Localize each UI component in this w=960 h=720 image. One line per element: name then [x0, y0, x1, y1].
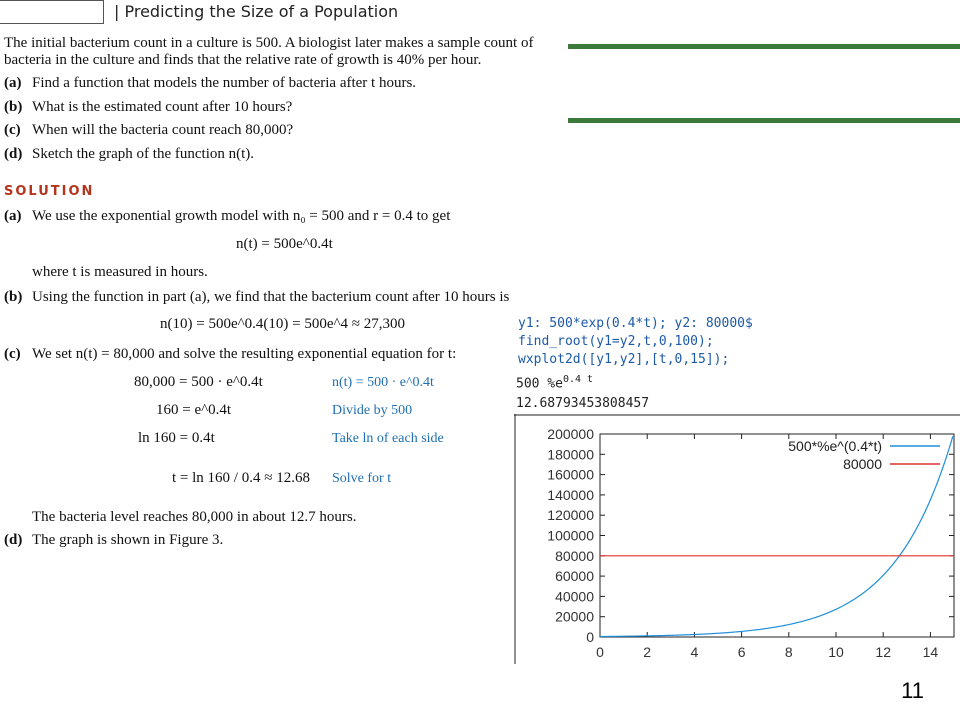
y-tick-label: 180000 [547, 446, 594, 462]
y-tick-label: 140000 [547, 487, 594, 503]
problem-part-d: (d) Sketch the graph of the function n(t)… [4, 145, 254, 164]
part-label: (a) [4, 75, 22, 91]
y-tick-label: 100000 [547, 528, 594, 544]
equation-ten-hours: n(10) = 500e^0.4(10) = 500e^4 ≈ 27,300 [160, 316, 406, 332]
maxima-input-1: y1: 500*exp(0.4*t); y2: 80000$ [518, 316, 753, 331]
y-tick-label: 0 [586, 629, 594, 645]
part-text: Using the function in part (a), we find … [32, 289, 510, 305]
solution-part-d: (d) The graph is shown in Figure 3. [4, 531, 223, 550]
output-exponent: 0.4 t [562, 374, 594, 385]
part-label: (a) [4, 208, 22, 224]
legend-label: 500*%e^(0.4*t) [788, 438, 882, 454]
part-label: (b) [4, 99, 23, 115]
divider-bar-top [568, 44, 960, 49]
step-equation: 80,000 = 500 · e^0.4t [134, 374, 263, 390]
step-note: Take ln of each side [332, 431, 444, 446]
solution-heading: SOLUTION [4, 184, 95, 199]
y-tick-label: 40000 [555, 588, 594, 604]
part-label: (d) [4, 532, 23, 548]
plot-svg: 0 20000 40000 60000 80000 100000 120000 140000 1… [514, 414, 960, 664]
x-tick-label: 4 [691, 644, 699, 660]
y-tick-label: 160000 [547, 467, 594, 483]
x-tick-label: 0 [596, 644, 604, 660]
solution-conclusion: The bacteria level reaches 80,000 in abo… [32, 509, 357, 525]
slide-number: 11 [901, 678, 924, 703]
part-text: Sketch the graph of the function n(t). [32, 146, 255, 162]
header-box [0, 0, 104, 24]
y-tick-label: 120000 [547, 507, 594, 523]
step-note: Solve for t [332, 471, 392, 486]
x-tick-label: 10 [828, 644, 844, 660]
output-expression: 500 %e [516, 376, 563, 392]
equation-model: n(t) = 500e^0.4t [236, 236, 333, 252]
x-tick-label: 8 [785, 644, 793, 660]
solution-part-b: (b) Using the function in part (a), we fi… [4, 288, 509, 307]
part-text: We use the exponential growth model with… [32, 208, 451, 224]
x-tick-label: 6 [738, 644, 746, 660]
step-note: n(t) = 500 · e^0.4t [332, 375, 434, 390]
maxima-input-2: find_root(y1=y2,t,0,100); [518, 334, 714, 349]
solution-part-c: (c) We set n(t) = 80,000 and solve the re… [4, 345, 456, 364]
problem-part-c: (c) When will the bacteria count reach 80… [4, 121, 293, 140]
part-text: What is the estimated count after 10 hou… [32, 99, 293, 115]
problem-intro-line2: bacteria in the culture and finds that t… [4, 52, 482, 68]
maxima-input-3: wxplot2d([y1,y2],[t,0,15]); [518, 352, 730, 367]
part-text: When will the bacteria count reach 80,00… [32, 122, 294, 138]
part-text: We set n(t) = 80,000 and solve the resul… [32, 346, 457, 362]
step-equation: ln 160 = 0.4t [138, 430, 215, 446]
x-tick-label: 14 [923, 644, 939, 660]
part-label: (c) [4, 122, 21, 138]
y-tick-label: 80000 [555, 548, 594, 564]
series-line-exponential [599, 436, 954, 638]
divider-bar-bottom [568, 118, 960, 123]
problem-part-b: (b) What is the estimated count after 10 … [4, 98, 292, 117]
x-tick-label: 12 [875, 644, 891, 660]
part-text: The graph is shown in Figure 3. [32, 532, 224, 548]
step-note: Divide by 500 [332, 403, 413, 418]
solution-a-where: where t is measured in hours. [32, 264, 208, 280]
step-equation: t = ln 160 / 0.4 ≈ 12.68 [172, 470, 310, 486]
legend-label: 80000 [843, 456, 882, 472]
part-label: (c) [4, 346, 21, 362]
population-plot: 0 20000 40000 60000 80000 100000 120000 140000 1… [514, 414, 960, 664]
part-label: (d) [4, 146, 23, 162]
part-label: (b) [4, 289, 23, 305]
y-tick-label: 200000 [547, 426, 594, 442]
page-title: | Predicting the Size of a Population [114, 2, 399, 21]
y-tick-label: 60000 [555, 568, 594, 584]
solution-part-a: (a) We use the exponential growth model w… [4, 207, 450, 226]
maxima-output-1: 500 %e0.4 t [516, 374, 593, 391]
step-equation: 160 = e^0.4t [156, 402, 232, 418]
problem-part-a: (a) Find a function that models the numbe… [4, 74, 416, 93]
x-tick-label: 2 [643, 644, 651, 660]
maxima-output-2: 12.68793453808457 [516, 396, 650, 411]
y-tick-label: 20000 [555, 609, 594, 625]
problem-intro-line1: The initial bacterium count in a culture… [4, 35, 534, 51]
part-text: Find a function that models the number o… [32, 75, 417, 91]
